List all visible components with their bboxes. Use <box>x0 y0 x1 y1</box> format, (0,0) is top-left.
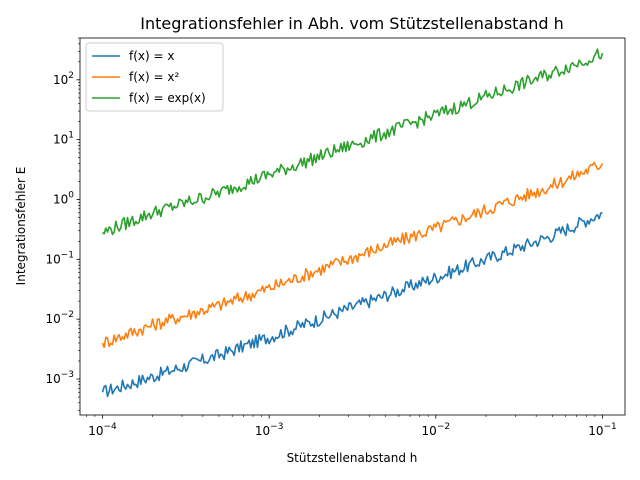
x-tick-label-2-exponent: −2 <box>437 422 450 432</box>
y-tick-label-3-exponent: 0 <box>68 190 74 200</box>
plot-frame <box>79 37 626 416</box>
x-tick-label-0-base: 10 <box>88 424 103 438</box>
y-tick-label-4-exponent: 1 <box>68 131 74 141</box>
series-layer <box>101 48 604 398</box>
y-tick-label-5: 102 <box>53 71 74 87</box>
legend-label-0: f(x) = x <box>129 49 174 63</box>
x-axis-ticks: 10−4 10−3 10−2 10−1 <box>86 415 617 438</box>
legend-label-1: f(x) = x² <box>129 70 179 84</box>
series-line-2 <box>102 48 604 236</box>
y-tick-label-1: 10−2 <box>45 310 74 326</box>
y-tick-label-3-base: 10 <box>53 192 68 206</box>
series-line-1 <box>101 161 604 349</box>
x-tick-label-1: 10−3 <box>255 422 284 438</box>
legend-frame <box>85 42 224 112</box>
y-tick-label-2-exponent: −1 <box>61 250 74 260</box>
legend: f(x) = x f(x) = x² f(x) = exp(x) <box>85 42 224 112</box>
y-tick-label-3: 100 <box>53 190 74 206</box>
x-tick-label-3-exponent: −1 <box>604 422 617 432</box>
y-tick-label-1-exponent: −2 <box>61 310 74 320</box>
x-tick-label-1-exponent: −3 <box>270 422 283 432</box>
y-tick-label-0-base: 10 <box>45 372 60 386</box>
x-tick-label-1-base: 10 <box>255 424 270 438</box>
x-tick-label-0: 10−4 <box>88 422 117 438</box>
y-tick-label-4: 101 <box>53 131 74 147</box>
y-tick-label-1-base: 10 <box>45 312 60 326</box>
chart-title: Integrationsfehler in Abh. vom Stützstel… <box>140 14 564 33</box>
series-line-0 <box>101 211 603 398</box>
x-tick-label-2-base: 10 <box>422 424 437 438</box>
y-tick-label-0: 10−3 <box>45 370 74 386</box>
legend-label-2: f(x) = exp(x) <box>129 91 206 105</box>
y-tick-label-2: 10−1 <box>45 250 74 266</box>
x-axis-label: Stützstellenabstand h <box>287 451 418 465</box>
y-tick-label-5-base: 10 <box>53 73 68 87</box>
y-tick-label-2-base: 10 <box>45 252 60 266</box>
x-tick-label-3: 10−1 <box>588 422 617 438</box>
y-tick-label-5-exponent: 2 <box>68 71 74 81</box>
y-axis-label: Integrationsfehler E <box>14 167 28 286</box>
y-tick-label-4-base: 10 <box>53 133 68 147</box>
y-tick-label-0-exponent: −3 <box>61 370 74 380</box>
legend-entries: f(x) = x f(x) = x² f(x) = exp(x) <box>92 49 206 105</box>
x-tick-label-0-exponent: −4 <box>104 422 118 432</box>
x-tick-label-2: 10−2 <box>422 422 451 438</box>
x-tick-label-3-base: 10 <box>588 424 603 438</box>
